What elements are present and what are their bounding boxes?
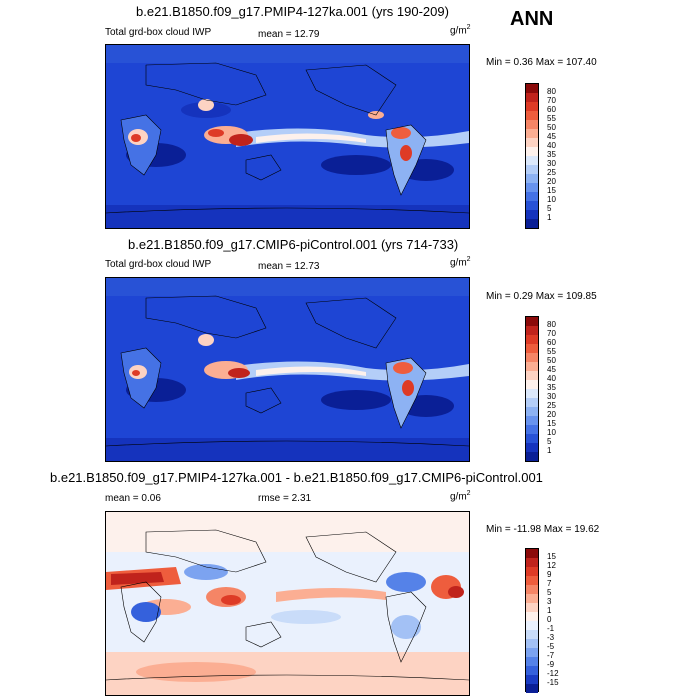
panel1-colorbar-tick: 30	[547, 159, 556, 168]
panel3-colorbar	[525, 548, 539, 693]
panel3-colorbar-tick: -5	[547, 642, 555, 651]
panel1-field-label: Total grd-box cloud IWP	[105, 27, 212, 38]
panel3-mean: mean = 0.06	[105, 493, 161, 504]
panel2-map	[105, 277, 470, 462]
panel2-colorbar-tick: 80	[547, 320, 556, 329]
panel1-colorbar-tick: 40	[547, 141, 556, 150]
panel1-colorbar-tick: 45	[547, 132, 556, 141]
panel3-colorbar-tick: 15	[547, 552, 556, 561]
panel1-colorbar-tick: 80	[547, 87, 556, 96]
panel2-colorbar-tick: 35	[547, 383, 556, 392]
panel3-colorbar-tick: 3	[547, 597, 552, 606]
panel3-title: b.e21.B1850.f09_g17.PMIP4-127ka.001 - b.…	[50, 470, 543, 485]
panel1-colorbar	[525, 83, 539, 229]
panel2-colorbar-tick: 25	[547, 401, 556, 410]
panel3-colorbar-tick: -7	[547, 651, 555, 660]
panel3-colorbar-tick: 1	[547, 606, 552, 615]
panel1-colorbar-tick: 1	[547, 213, 552, 222]
panel1-colorbar-tick: 60	[547, 105, 556, 114]
panel1-minmax: Min = 0.36 Max = 107.40	[486, 57, 597, 68]
panel2-colorbar-tick: 10	[547, 428, 556, 437]
panel2-colorbar-tick: 5	[547, 437, 552, 446]
panel1-colorbar-tick: 50	[547, 123, 556, 132]
panel1-mean: mean = 12.79	[258, 29, 320, 40]
panel1-colorbar-tick: 15	[547, 186, 556, 195]
panel3-colorbar-tick: -3	[547, 633, 555, 642]
panel2-colorbar-tick: 40	[547, 374, 556, 383]
panel3-rmse: rmse = 2.31	[258, 493, 312, 504]
panel3-colorbar-tick: -9	[547, 660, 555, 669]
panel2-colorbar-tick: 20	[547, 410, 556, 419]
panel3-colorbar-tick: 5	[547, 588, 552, 597]
panel3-colorbar-tick: 12	[547, 561, 556, 570]
panel2-units: g/m2	[450, 256, 471, 269]
panel2-colorbar-tick: 30	[547, 392, 556, 401]
panel1-map	[105, 44, 470, 229]
panel1-title: b.e21.B1850.f09_g17.PMIP4-127ka.001 (yrs…	[136, 4, 449, 19]
panel3-colorbar-tick: 0	[547, 615, 552, 624]
panel1-colorbar-tick: 35	[547, 150, 556, 159]
season-label: ANN	[510, 8, 554, 30]
panel3-map	[105, 511, 470, 696]
panel1-colorbar-tick: 70	[547, 96, 556, 105]
panel2-colorbar-tick: 45	[547, 365, 556, 374]
panel1-units: g/m2	[450, 24, 471, 37]
panel3-colorbar-tick: -1	[547, 624, 555, 633]
panel2-minmax: Min = 0.29 Max = 109.85	[486, 291, 597, 302]
panel2-colorbar-tick: 60	[547, 338, 556, 347]
panel3-units: g/m2	[450, 490, 471, 503]
panel2-colorbar-tick: 55	[547, 347, 556, 356]
panel2-mean: mean = 12.73	[258, 261, 320, 272]
panel1-colorbar-tick: 20	[547, 177, 556, 186]
panel2-title: b.e21.B1850.f09_g17.CMIP6-piControl.001 …	[128, 237, 459, 252]
panel2-colorbar-tick: 50	[547, 356, 556, 365]
panel3-colorbar-tick: 7	[547, 579, 552, 588]
panel1-colorbar-tick: 25	[547, 168, 556, 177]
panel3-colorbar-tick: -15	[547, 678, 559, 687]
panel2-colorbar-tick: 70	[547, 329, 556, 338]
panel2-colorbar-tick: 1	[547, 446, 552, 455]
panel2-field-label: Total grd-box cloud IWP	[105, 259, 212, 270]
panel2-colorbar	[525, 316, 539, 462]
panel2-colorbar-tick: 15	[547, 419, 556, 428]
panel3-colorbar-tick: 9	[547, 570, 552, 579]
panel3-minmax: Min = -11.98 Max = 19.62	[486, 524, 600, 535]
panel3-colorbar-tick: -12	[547, 669, 559, 678]
panel1-colorbar-tick: 10	[547, 195, 556, 204]
panel1-colorbar-tick: 5	[547, 204, 552, 213]
panel1-colorbar-tick: 55	[547, 114, 556, 123]
